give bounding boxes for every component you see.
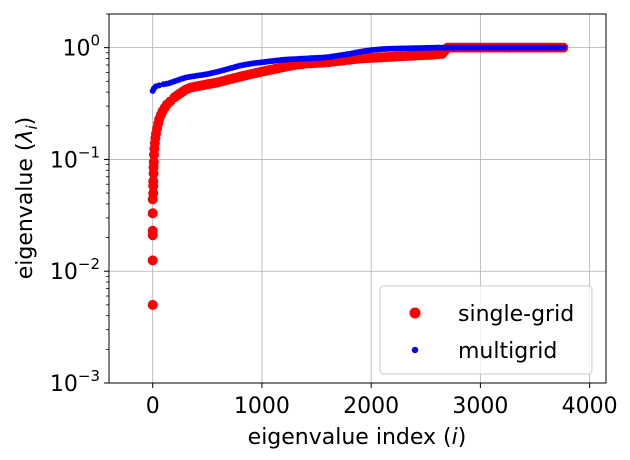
data-point-single-grid [147, 225, 158, 236]
y-tick-label-base: 10 [50, 148, 78, 173]
y-axis-label-text: eigenvalue (λi) [13, 117, 41, 280]
x-axis-label: eigenvalue index (i) [248, 425, 467, 450]
data-point-single-grid [147, 208, 158, 219]
y-tick-label-exponent: −2 [78, 255, 100, 273]
x-axis-label-suffix: ) [458, 425, 467, 450]
y-axis-label-suffix: ) [13, 117, 38, 126]
y-tick-label-exponent: −1 [78, 143, 100, 161]
data-point-single-grid [148, 176, 159, 187]
plot-frame [108, 13, 607, 384]
x-tick-label: 4000 [562, 394, 618, 419]
x-tick-label: 3000 [452, 394, 508, 419]
y-axis-label-subscript: i [23, 124, 41, 129]
y-tick-label-base: 10 [62, 37, 90, 62]
y-tick-label: 10−3 [50, 367, 100, 397]
legend: single-grid multigrid [379, 285, 593, 375]
y-axis-label-variable: λ [13, 129, 38, 143]
legend-box [379, 285, 593, 375]
y-axis-label: eigenvalue (λi) [13, 117, 41, 280]
x-tick-label: 0 [146, 394, 160, 419]
x-axis-ticks: 0 1000 2000 3000 4000 [146, 383, 618, 419]
y-tick-label-base: 10 [50, 260, 78, 285]
x-axis-label-prefix: eigenvalue index ( [248, 425, 452, 450]
x-axis-label-text: eigenvalue index (i) [248, 425, 467, 450]
legend-marker-multigrid [411, 346, 419, 354]
data-point-multigrid [560, 44, 567, 51]
y-tick-label-base: 10 [50, 372, 78, 397]
x-tick-label: 1000 [234, 394, 290, 419]
x-tick-label: 2000 [343, 394, 399, 419]
data-point-single-grid [148, 188, 159, 199]
data-point-single-grid [147, 299, 158, 310]
legend-label-single-grid: single-grid [458, 302, 574, 327]
y-tick-label-exponent: −3 [78, 367, 100, 385]
y-axis-label-prefix: eigenvalue ( [13, 143, 38, 280]
y-tick-label-exponent: 0 [90, 32, 100, 50]
data-point-single-grid [147, 255, 158, 266]
legend-label-multigrid: multigrid [458, 339, 557, 364]
y-tick-label: 100 [62, 32, 100, 62]
y-tick-label: 10−1 [50, 143, 100, 173]
legend-marker-single-grid [409, 307, 421, 319]
data-point-single-grid [148, 156, 159, 167]
data-points [147, 42, 569, 310]
x-axis-label-variable: i [452, 425, 458, 450]
y-tick-label: 10−2 [50, 255, 100, 285]
